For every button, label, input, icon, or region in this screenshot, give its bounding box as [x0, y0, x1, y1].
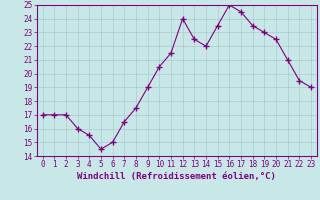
X-axis label: Windchill (Refroidissement éolien,°C): Windchill (Refroidissement éolien,°C) — [77, 172, 276, 181]
